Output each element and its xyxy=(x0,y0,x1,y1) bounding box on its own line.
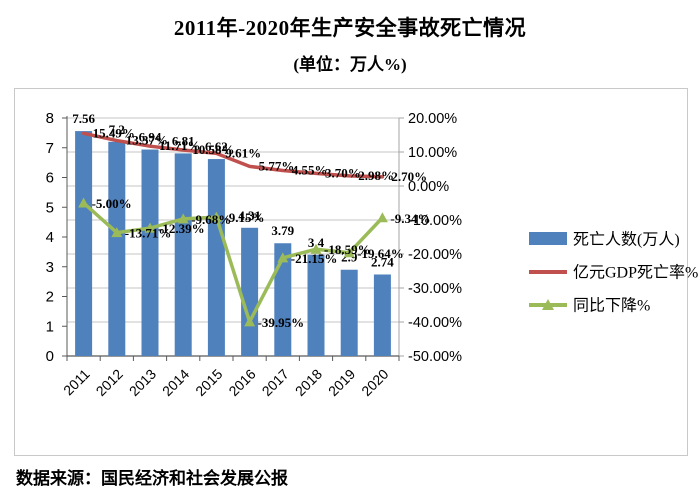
gdp-death-rate-value-label: 11.71% xyxy=(159,138,201,153)
gdp-death-rate-value-label: 5.77% xyxy=(259,158,295,173)
yoy-decline-line xyxy=(81,201,385,324)
bar xyxy=(207,159,225,356)
triangle-marker xyxy=(277,252,289,263)
left-axis-tick-label: 2 xyxy=(46,289,54,306)
x-axis-category-label: 2013 xyxy=(126,366,159,399)
bar xyxy=(108,141,126,356)
triangle-marker xyxy=(210,211,222,222)
bar-value-label: 6.94 xyxy=(139,130,162,145)
chart-area: 20.00% 10.00% 0.00% -10.00% -20.00% -30.00% -4… xyxy=(14,88,699,456)
x-axis-category-label: 2016 xyxy=(225,366,258,399)
yoy-decline-value-label: -13.71% xyxy=(125,226,172,241)
gdp-death-rate-value-label: 4.55% xyxy=(292,163,328,178)
yoy-decline-value-label: -39.95% xyxy=(258,315,305,330)
left-axis-tick-label: 4 xyxy=(46,229,54,246)
x-axis-category-label: 2020 xyxy=(358,366,391,399)
x-axis-category-label: 2017 xyxy=(259,366,292,399)
yoy-decline-value-label: -9.34% xyxy=(390,211,430,226)
right-axis-tick-label: -10.00% xyxy=(408,213,462,229)
gdp-death-rate-value-label: 13.37% xyxy=(126,133,168,148)
triangle-marker xyxy=(78,197,90,208)
data-source-note: 数据来源：国民经济和社会发展公报 xyxy=(16,469,288,488)
bar-value-label: 7.2 xyxy=(109,122,125,137)
left-axis-tick-label: 6 xyxy=(46,170,54,187)
legend-triangle-marker xyxy=(542,299,554,310)
left-axis-tick-label: 0 xyxy=(46,348,54,365)
bar-value-label: 7.56 xyxy=(72,111,95,126)
triangle-marker xyxy=(111,227,123,238)
chart-canvas: 20.00% 10.00% 0.00% -10.00% -20.00% -30.00% -4… xyxy=(46,110,699,399)
x-axis-category-label: 2014 xyxy=(159,366,192,399)
yoy-decline-value-label: -21.15% xyxy=(291,251,338,266)
x-axis-category-label: 2011 xyxy=(60,366,93,399)
bar-value-label: 3.4 xyxy=(308,235,325,250)
yoy-decline-value-label: -18.59% xyxy=(324,242,371,257)
bar-value-label: 6.62 xyxy=(205,139,228,154)
bar xyxy=(174,153,192,356)
bar-value-label: 3.79 xyxy=(271,223,294,238)
bar xyxy=(307,254,325,356)
legend-bar-swatch xyxy=(529,232,567,245)
gdp-death-rate-value-label: 9.61% xyxy=(225,145,261,160)
gdp-death-rate-value-label: 2.70% xyxy=(391,169,427,184)
right-axis-tick-label: 20.00% xyxy=(408,111,457,127)
bar xyxy=(141,149,159,356)
gdp-death-rate-value-label: 3.70% xyxy=(325,165,361,180)
right-axis-tick-label: -40.00% xyxy=(408,315,462,331)
left-axis-tick-label: 5 xyxy=(46,199,54,216)
gdp-death-rate-line xyxy=(81,131,385,179)
triangle-marker xyxy=(376,212,388,223)
chart-unit-note: (单位：万人%) xyxy=(293,55,407,74)
right-axis-tick-label: -30.00% xyxy=(408,281,462,297)
left-axis-tick-label: 7 xyxy=(46,140,54,157)
x-axis-category-label: 2019 xyxy=(325,366,358,399)
x-axis-category-label: 2015 xyxy=(192,366,225,399)
triangle-marker xyxy=(177,213,189,224)
x-axis-category-label: 2012 xyxy=(93,366,126,399)
bar-value-label: 2.74 xyxy=(371,254,394,269)
left-axis-tick-label: 3 xyxy=(46,259,54,276)
legend-label: 亿元GDP死亡率% xyxy=(573,264,698,282)
legend-label: 同比下降% xyxy=(573,297,650,315)
left-axis-tick-label: 1 xyxy=(46,318,54,335)
triangle-marker xyxy=(244,316,256,327)
bar xyxy=(373,274,391,356)
yoy-decline-value-label: -19.64% xyxy=(357,246,404,261)
yoy-decline-value-label: -5.00% xyxy=(92,196,132,211)
legend-label: 死亡人数(万人) xyxy=(573,231,680,249)
bar-value-label: 4.31 xyxy=(238,208,261,223)
left-axis-tick-label: 8 xyxy=(46,110,54,127)
yoy-decline-value-label: -12.39% xyxy=(158,221,205,236)
chart-title: 2011年-2020年生产安全事故死亡情况 xyxy=(173,16,527,40)
bar xyxy=(274,243,292,356)
bar-value-label: 6.81 xyxy=(172,133,195,148)
right-axis-tick-label: 10.00% xyxy=(408,145,457,161)
triangle-marker xyxy=(343,247,355,258)
gdp-death-rate-value-label: 2.98% xyxy=(358,168,394,183)
yoy-decline-value-label: -9.68% xyxy=(191,212,231,227)
x-axis-category-label: 2018 xyxy=(292,366,325,399)
triangle-marker xyxy=(310,243,322,254)
gdp-death-rate-value-label: 10.58% xyxy=(192,142,234,157)
gdp-death-rate-value-label: 15.49% xyxy=(93,125,135,140)
bar xyxy=(75,131,93,356)
right-axis-tick-label: -20.00% xyxy=(408,247,462,263)
right-axis-tick-label: 0.00% xyxy=(408,179,449,195)
bar xyxy=(340,269,358,356)
bar xyxy=(241,227,259,356)
triangle-marker xyxy=(144,222,156,233)
yoy-decline-value-label: -9.15% xyxy=(224,210,264,225)
right-axis-tick-label: -50.00% xyxy=(408,349,462,365)
